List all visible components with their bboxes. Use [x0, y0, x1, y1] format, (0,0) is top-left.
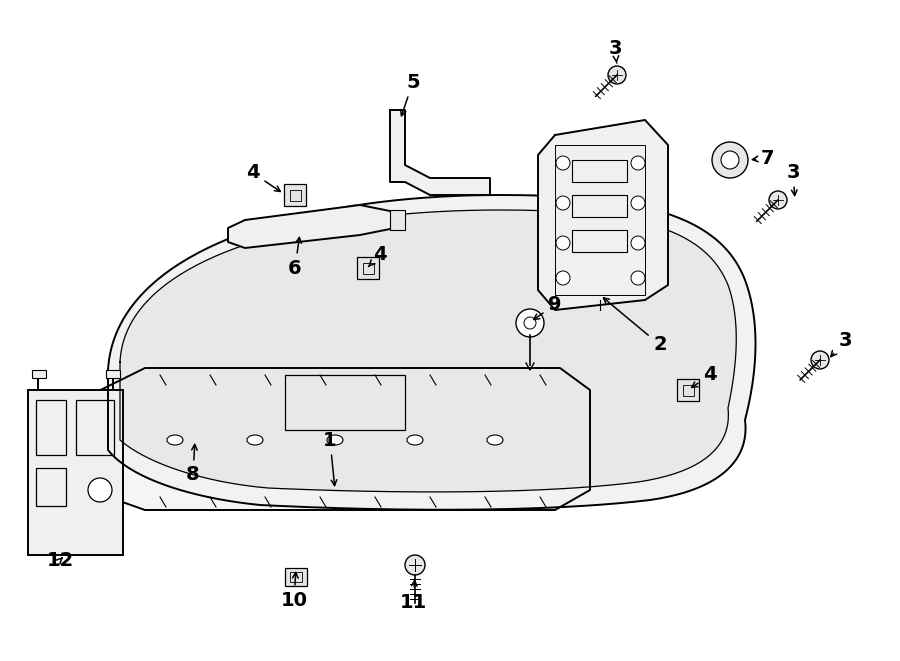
- Ellipse shape: [167, 435, 183, 445]
- Circle shape: [631, 236, 645, 250]
- Polygon shape: [228, 205, 395, 248]
- Bar: [285, 568, 307, 586]
- Circle shape: [608, 66, 626, 84]
- Circle shape: [811, 351, 829, 369]
- Text: 6: 6: [288, 237, 302, 278]
- Polygon shape: [120, 210, 736, 492]
- Polygon shape: [538, 120, 668, 310]
- Bar: [357, 257, 379, 279]
- Ellipse shape: [487, 435, 503, 445]
- Bar: [290, 190, 301, 201]
- Circle shape: [516, 309, 544, 337]
- Bar: [285, 375, 405, 430]
- Text: 1: 1: [323, 430, 337, 486]
- Bar: [572, 195, 627, 217]
- Text: 2: 2: [603, 298, 667, 354]
- Bar: [390, 210, 405, 230]
- Bar: [76, 400, 114, 455]
- Text: 12: 12: [47, 551, 74, 570]
- Text: 4: 4: [368, 245, 387, 266]
- Text: 8: 8: [186, 444, 200, 485]
- Circle shape: [631, 196, 645, 210]
- Ellipse shape: [247, 435, 263, 445]
- Circle shape: [721, 151, 739, 169]
- Bar: [106, 370, 120, 378]
- Bar: [572, 230, 627, 252]
- Circle shape: [556, 156, 570, 170]
- Text: 4: 4: [692, 366, 716, 387]
- Bar: [284, 184, 306, 206]
- Bar: [555, 145, 645, 295]
- Ellipse shape: [407, 435, 423, 445]
- Text: 3: 3: [608, 38, 622, 63]
- Circle shape: [631, 156, 645, 170]
- Text: 11: 11: [400, 580, 427, 611]
- Text: 3: 3: [787, 163, 800, 196]
- Circle shape: [88, 478, 112, 502]
- Circle shape: [712, 142, 748, 178]
- Ellipse shape: [327, 435, 343, 445]
- Circle shape: [556, 236, 570, 250]
- Circle shape: [556, 196, 570, 210]
- Bar: [36, 468, 66, 506]
- Text: 3: 3: [831, 330, 851, 356]
- Text: 5: 5: [400, 73, 419, 116]
- Bar: [290, 572, 302, 582]
- Bar: [677, 379, 699, 401]
- Polygon shape: [390, 110, 490, 195]
- Text: 4: 4: [247, 163, 280, 192]
- Circle shape: [405, 555, 425, 575]
- Text: 10: 10: [281, 572, 308, 609]
- Bar: [32, 370, 46, 378]
- Circle shape: [524, 317, 536, 329]
- Bar: [363, 263, 374, 274]
- Circle shape: [769, 191, 787, 209]
- FancyBboxPatch shape: [28, 390, 123, 555]
- Polygon shape: [60, 368, 590, 510]
- Bar: [36, 400, 66, 455]
- Circle shape: [631, 271, 645, 285]
- Text: 9: 9: [534, 295, 562, 319]
- Polygon shape: [108, 195, 755, 510]
- Text: 7: 7: [752, 149, 775, 167]
- Circle shape: [556, 271, 570, 285]
- Bar: [572, 160, 627, 182]
- Bar: [683, 385, 694, 396]
